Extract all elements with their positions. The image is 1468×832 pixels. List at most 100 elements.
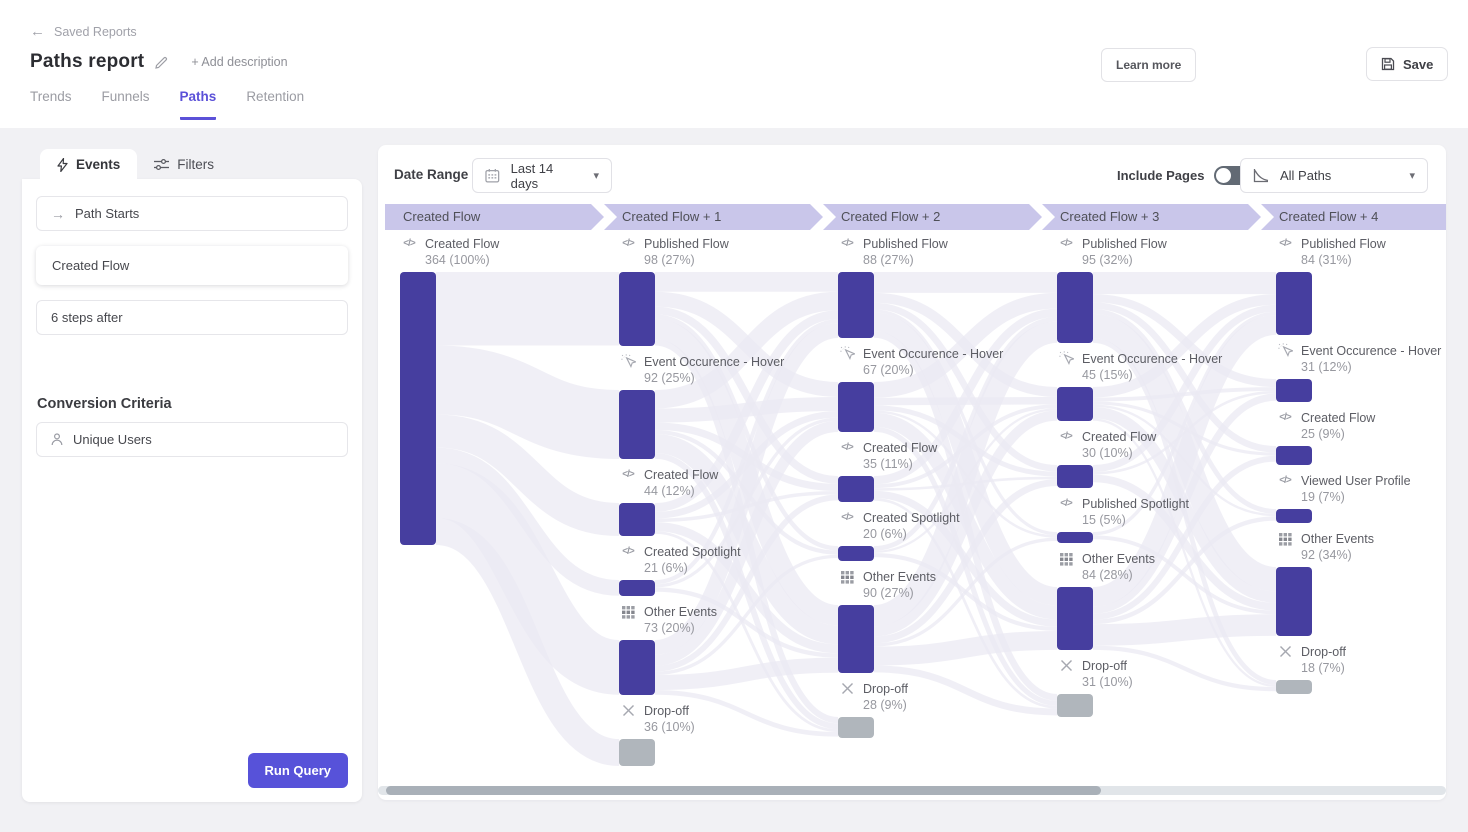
sankey-node[interactable]: </> Created Flow 25 (9%) [1276,410,1446,465]
learn-more-button[interactable]: Learn more [1101,48,1197,82]
sidebar-tab-filters[interactable]: Filters [137,149,231,179]
node-bar[interactable] [838,476,874,502]
node-bar[interactable] [1057,532,1093,543]
sankey-node[interactable]: Other Events 84 (28%) [1057,551,1257,650]
dropoff-x-icon [1057,658,1075,672]
node-label: Published Flow [1301,237,1386,251]
node-bar[interactable] [619,739,655,766]
sankey-node[interactable]: </> Published Spotlight 15 (5%) [1057,496,1257,543]
sankey-node[interactable]: Event Occurence - Hover 92 (25%) [619,354,819,459]
node-bar[interactable] [1276,567,1312,636]
node-bar[interactable] [619,390,655,459]
node-bar[interactable] [838,717,874,738]
path-type-value: All Paths [1280,168,1332,183]
node-label: Created Flow [644,468,719,482]
code-event-icon: </> [841,512,853,523]
sankey-column-4: Created Flow + 4 </> Published Flow 84 (31%… [1261,204,1446,694]
node-count: 31 (12%) [1301,360,1352,374]
sankey-node[interactable]: </> Created Spotlight 21 (6%) [619,544,819,596]
sankey-node[interactable]: Other Events 73 (20%) [619,604,819,695]
node-bar[interactable] [619,272,655,346]
sidebar-tab-filters-label: Filters [177,157,215,172]
tab-trends[interactable]: Trends [30,89,72,104]
sankey-node[interactable]: </> Created Flow 364 (100%) [400,236,600,545]
tab-paths[interactable]: Paths [179,89,217,120]
sankey-node[interactable]: </> Created Spotlight 20 (6%) [838,510,1038,561]
sankey-node[interactable]: Other Events 92 (34%) [1276,531,1446,636]
node-count: 28 (9%) [863,698,907,712]
run-query-button[interactable]: Run Query [247,753,348,788]
sankey-node[interactable]: </> Viewed User Profile 19 (7%) [1276,473,1446,523]
save-button[interactable]: Save [1366,47,1449,81]
node-bar[interactable] [838,272,874,338]
code-event-icon: </> [1060,238,1072,249]
start-event-chip[interactable]: Created Flow [36,246,348,285]
tab-retention[interactable]: Retention [246,89,305,104]
other-events-grid-icon [619,604,637,619]
tab-funnels[interactable]: Funnels [101,89,150,104]
sankey-node[interactable]: Drop-off 31 (10%) [1057,658,1257,717]
node-bar[interactable] [1057,694,1093,717]
sankey-node[interactable]: Other Events 90 (27%) [838,569,1038,673]
back-arrow-icon: ← [30,23,45,40]
node-bar[interactable] [838,605,874,673]
sankey-node[interactable]: </> Published Flow 88 (27%) [838,236,1038,338]
node-label: Event Occurence - Hover [644,355,785,369]
node-bar[interactable] [1276,379,1312,402]
node-bar[interactable] [1276,509,1312,523]
sankey-node[interactable]: </> Created Flow 44 (12%) [619,467,819,536]
sankey-node[interactable]: Drop-off 28 (9%) [838,681,1038,738]
conversion-criteria-selector[interactable]: Unique Users [36,422,348,457]
node-bar[interactable] [838,546,874,561]
sankey-node[interactable]: Event Occurence - Hover 67 (20%) [838,346,1038,432]
node-count: 95 (32%) [1082,253,1133,267]
sankey-node[interactable]: </> Published Flow 95 (32%) [1057,236,1257,343]
node-bar[interactable] [400,272,436,545]
node-bar[interactable] [1057,387,1093,421]
node-count: 15 (5%) [1082,513,1126,527]
node-bar[interactable] [1057,465,1093,488]
node-bar[interactable] [1057,587,1093,650]
node-bar[interactable] [619,640,655,695]
column-header: Created Flow + 1 [604,204,823,230]
start-event-label: Created Flow [52,258,130,273]
node-count: 18 (7%) [1301,661,1345,675]
node-bar[interactable] [1276,680,1312,694]
sankey-node[interactable]: Event Occurence - Hover 31 (12%) [1276,343,1446,402]
node-bar[interactable] [1057,272,1093,343]
node-count: 92 (25%) [644,371,695,385]
hover-cursor-icon [1057,351,1075,366]
save-label: Save [1403,56,1434,72]
node-count: 30 (10%) [1082,446,1133,460]
back-to-saved-reports[interactable]: ← Saved Reports [30,23,137,40]
sidebar-tab-events[interactable]: Events [40,149,138,179]
path-starts-label: Path Starts [75,206,140,221]
steps-after-selector[interactable]: 6 steps after [36,300,348,335]
sankey-node[interactable]: </> Published Flow 98 (27%) [619,236,819,346]
node-bar[interactable] [1276,446,1312,465]
node-count: 19 (7%) [1301,490,1345,504]
node-bar[interactable] [619,503,655,536]
calendar-icon [485,168,500,183]
sankey-node[interactable]: </> Published Flow 84 (31%) [1276,236,1446,335]
node-bar[interactable] [1276,272,1312,335]
add-description-button[interactable]: + Add description [191,55,288,69]
node-count: 44 (12%) [644,484,695,498]
sankey-node[interactable]: Event Occurence - Hover 45 (15%) [1057,351,1257,421]
horizontal-scrollbar-thumb[interactable] [386,786,1101,795]
node-count: 20 (6%) [863,527,907,541]
sankey-node[interactable]: Drop-off 36 (10%) [619,703,819,766]
node-bar[interactable] [838,382,874,432]
sankey-node[interactable]: </> Created Flow 30 (10%) [1057,429,1257,488]
node-bar[interactable] [619,580,655,596]
path-starts-selector[interactable]: → Path Starts [36,196,348,231]
report-type-tabs: Trends Funnels Paths Retention [30,89,304,120]
path-type-select[interactable]: All Paths ▾ [1240,158,1428,193]
date-range-select[interactable]: Last 14 days ▾ [472,158,612,193]
node-label: Created Spotlight [644,545,741,559]
dropoff-x-icon [1276,644,1294,658]
sankey-node[interactable]: Drop-off 18 (7%) [1276,644,1446,694]
horizontal-scrollbar-track[interactable] [378,786,1446,795]
edit-title-button[interactable] [154,55,169,70]
sankey-node[interactable]: </> Created Flow 35 (11%) [838,440,1038,502]
